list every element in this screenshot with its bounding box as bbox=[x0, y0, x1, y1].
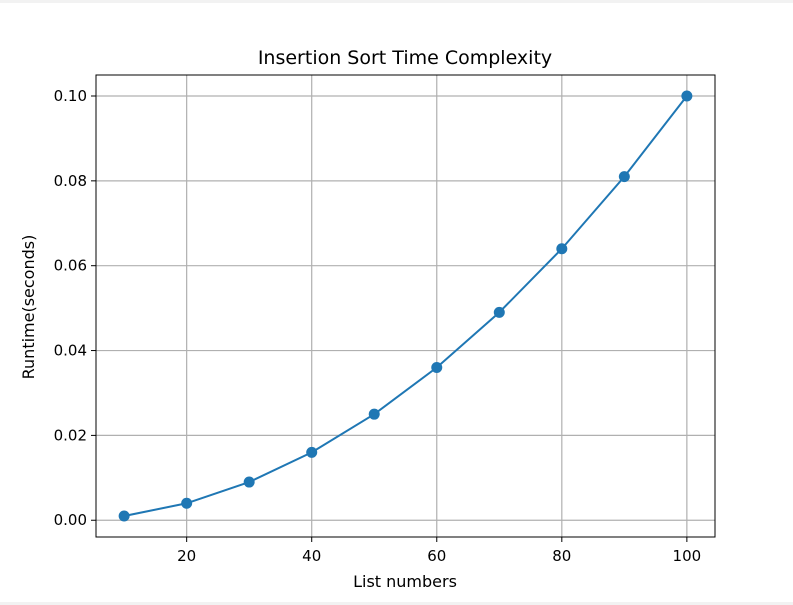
x-tick-label: 20 bbox=[177, 547, 196, 565]
y-axis-label: Runtime(seconds) bbox=[19, 235, 38, 380]
data-point bbox=[243, 476, 255, 488]
data-point bbox=[181, 497, 193, 509]
data-point bbox=[368, 408, 380, 420]
data-point bbox=[681, 90, 693, 102]
y-tick-label: 0.02 bbox=[54, 426, 87, 444]
x-tick-label: 80 bbox=[552, 547, 571, 565]
y-tick-label: 0.00 bbox=[54, 511, 87, 529]
ticks: 20 40 60 80 100 0.00 0.02 0.04 0.06 0.08 0.10 bbox=[54, 87, 702, 565]
series-line bbox=[123, 95, 688, 517]
x-tick-label: 60 bbox=[427, 547, 446, 565]
plot-area bbox=[96, 75, 715, 537]
data-point bbox=[118, 510, 130, 522]
grid bbox=[96, 75, 715, 537]
plot-frame bbox=[95, 74, 716, 538]
y-tick-label: 0.04 bbox=[54, 342, 87, 360]
data-point bbox=[431, 362, 443, 374]
chart-title: Insertion Sort Time Complexity bbox=[258, 47, 552, 69]
x-axis-label: List numbers bbox=[353, 572, 457, 591]
x-tick-label: 40 bbox=[302, 547, 321, 565]
data-point bbox=[556, 243, 568, 255]
y-tick-label: 0.08 bbox=[54, 172, 87, 190]
data-point bbox=[306, 446, 318, 458]
x-tick-label: 100 bbox=[673, 547, 702, 565]
series-layer bbox=[118, 90, 693, 522]
y-tick-label: 0.10 bbox=[54, 87, 87, 105]
data-point bbox=[493, 306, 505, 318]
data-point bbox=[618, 171, 630, 183]
y-tick-label: 0.06 bbox=[54, 257, 87, 275]
